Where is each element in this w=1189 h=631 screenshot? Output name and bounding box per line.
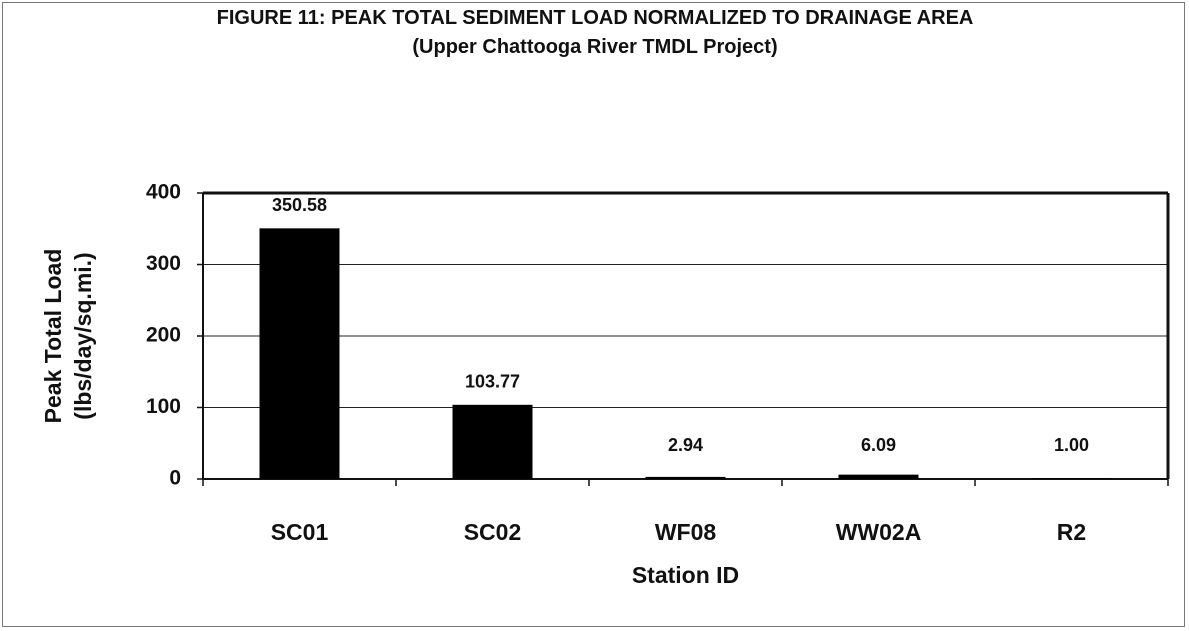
x-tick-label: SC02 [464, 519, 522, 545]
y-axis-label: Peak Total Load [40, 249, 66, 424]
y-tick-label: 400 [146, 181, 181, 204]
y-tick-label: 100 [146, 395, 181, 418]
y-axis-label: (lbs/day/sq.mi.) [70, 252, 96, 419]
bar [645, 476, 726, 479]
value-label: 350.58 [272, 195, 327, 215]
bar [838, 474, 919, 479]
y-tick-label: 300 [146, 252, 181, 275]
value-label: 2.94 [668, 435, 703, 455]
value-label: 1.00 [1054, 435, 1089, 455]
x-tick-label: WF08 [655, 519, 717, 545]
chart-subtitle: (Upper Chattooga River TMDL Project) [412, 36, 778, 58]
x-tick-label: SC01 [271, 519, 329, 545]
x-tick-label: WW02A [836, 519, 922, 545]
value-label: 6.09 [861, 435, 896, 455]
bar [452, 404, 533, 479]
bar [1031, 478, 1112, 479]
y-tick-label: 0 [169, 467, 181, 490]
y-tick-label: 200 [146, 324, 181, 347]
x-tick-label: R2 [1057, 519, 1086, 545]
chart-title: FIGURE 11: PEAK TOTAL SEDIMENT LOAD NORM… [216, 7, 974, 29]
bar [259, 228, 340, 479]
title-block: FIGURE 11: PEAK TOTAL SEDIMENT LOAD NORM… [140, 4, 1050, 62]
value-label: 103.77 [465, 372, 520, 392]
x-axis-label: Station ID [632, 562, 739, 588]
